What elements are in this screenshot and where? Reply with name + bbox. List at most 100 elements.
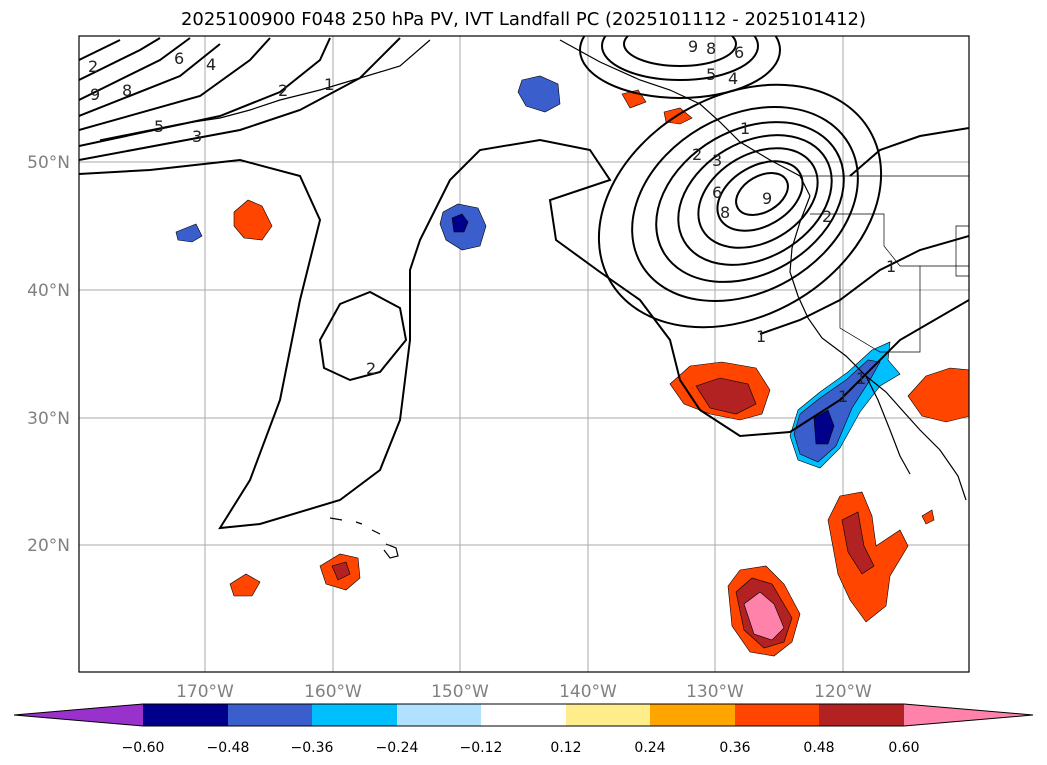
clabel-4: 5 <box>706 65 716 84</box>
contour-nw6 <box>79 37 331 147</box>
clabel-0: 9 <box>688 37 698 56</box>
lat-label-20: 20°N <box>27 536 70 556</box>
cb-tick-6: 0.24 <box>634 740 665 756</box>
clabel-16: 3 <box>712 151 722 170</box>
pos-blob-mexico-east <box>907 367 969 423</box>
contour-nw7 <box>79 37 401 161</box>
clabel-15: 2 <box>692 145 702 164</box>
filled-contours <box>175 75 969 657</box>
pos-blob-southwest <box>229 573 261 597</box>
clabel-14: 1 <box>740 119 750 138</box>
contour-ring1 <box>597 83 883 329</box>
lon-label-160: 160°W <box>304 682 362 702</box>
clabel-2: 6 <box>734 43 744 62</box>
colorbar-segment-3 <box>397 704 481 726</box>
lon-labels: 170°W 160°W 150°W 140°W 130°W 120°W <box>176 682 872 702</box>
clabel-3: 4 <box>728 69 738 88</box>
cb-tick-2: −0.36 <box>291 740 334 756</box>
clabel-20: 2 <box>822 207 832 226</box>
lon-label-120: 120°W <box>814 682 872 702</box>
map-panel <box>79 36 969 672</box>
contour-ring4 <box>677 134 833 266</box>
clabel-18: 8 <box>720 203 730 222</box>
cb-tick-9: 0.60 <box>888 740 919 756</box>
coast-alaska-south <box>559 39 811 197</box>
colorbar-ticks: −0.60 −0.48 −0.36 −0.24 −0.12 0.12 0.24 … <box>122 740 920 756</box>
clabel-25: 1 <box>856 369 866 388</box>
pos-blob-mexico-core <box>841 511 875 575</box>
cb-tick-4: −0.12 <box>460 740 503 756</box>
clabel-23: 1 <box>756 327 766 346</box>
cb-tick-3: −0.24 <box>376 740 419 756</box>
lon-label-140: 140°W <box>559 682 617 702</box>
colorbar-extend-left <box>14 704 143 726</box>
coast-westcoast <box>789 195 967 501</box>
colorbar-segment-2 <box>312 704 397 726</box>
cb-tick-1: −0.48 <box>207 740 250 756</box>
lon-label-150: 150°W <box>431 682 489 702</box>
contour-ring5 <box>697 147 819 249</box>
colorbar-segment-1 <box>228 704 312 726</box>
clabel-6: 2 <box>278 81 288 100</box>
contour-east-1 <box>759 235 969 335</box>
neg-blob-west <box>175 223 203 243</box>
colorbar-segment-5 <box>566 704 650 726</box>
clabel-7: 1 <box>324 75 334 94</box>
lon-label-170: 170°W <box>176 682 234 702</box>
contour-ring7 <box>735 172 789 216</box>
map-frame <box>78 35 970 673</box>
pv-contours <box>79 36 969 530</box>
contour-nw1 <box>79 39 121 61</box>
pos-blob-hawaii-core <box>331 561 351 581</box>
chart-title: 2025100900 F048 250 hPa PV, IVT Landfall… <box>180 9 867 30</box>
clabel-5: 3 <box>192 127 202 146</box>
lat-label-30: 30°N <box>27 409 70 429</box>
neg-blob-midpacific-core <box>451 213 469 233</box>
clabel-24: 1 <box>838 387 848 406</box>
contour-1-main <box>79 138 969 530</box>
clabel-17: 6 <box>712 183 722 202</box>
cb-tick-5: 0.12 <box>550 740 581 756</box>
contour-ring6 <box>716 160 804 232</box>
colorbar-segment-7 <box>735 704 819 726</box>
borders <box>800 175 969 353</box>
clabel-10: 8 <box>122 81 132 100</box>
colorbar-segment-4 <box>481 704 566 726</box>
clabel-13: 4 <box>206 55 216 74</box>
clabel-8: 2 <box>88 57 98 76</box>
contour-labels: 9 8 6 4 5 3 2 1 2 9 8 6 5 4 1 2 3 6 8 9 … <box>88 37 896 406</box>
neg-blob-alaska <box>517 75 561 113</box>
contour-nw4 <box>79 43 221 117</box>
neg-blob-california-core <box>813 409 835 445</box>
contour-nw3 <box>79 37 191 101</box>
contour-north-ring1 <box>579 36 781 99</box>
lon-label-130: 130°W <box>686 682 744 702</box>
pos-blob-baja-south-core <box>743 591 785 641</box>
hawaii-islands <box>329 517 399 559</box>
colorbar-segment-0 <box>143 704 228 726</box>
contour-ring3 <box>655 121 845 283</box>
clabel-19: 9 <box>762 189 772 208</box>
clabel-21: 1 <box>886 257 896 276</box>
clabel-12: 5 <box>154 117 164 136</box>
clabel-9: 9 <box>90 85 100 104</box>
lat-label-50: 50°N <box>27 153 70 173</box>
contour-north-ring2 <box>601 36 759 81</box>
pos-blob-west <box>233 199 273 241</box>
cb-tick-0: −0.60 <box>122 740 165 756</box>
cb-tick-7: 0.36 <box>719 740 750 756</box>
clabel-22: 2 <box>366 359 376 378</box>
colorbar-segment-6 <box>650 704 735 726</box>
contour-nw2 <box>79 37 161 81</box>
lat-labels: 50°N 40°N 30°N 20°N <box>27 153 70 556</box>
pos-blob-small1 <box>921 509 935 525</box>
pos-blob-offshore-core <box>695 377 757 415</box>
cb-tick-8: 0.48 <box>803 740 834 756</box>
colorbar <box>13 703 1034 727</box>
clabel-11: 6 <box>174 49 184 68</box>
contour-nw5 <box>79 37 271 131</box>
colorbar-outline <box>13 703 1034 727</box>
contour-2-loop <box>318 290 408 382</box>
coast-baja <box>865 375 911 475</box>
